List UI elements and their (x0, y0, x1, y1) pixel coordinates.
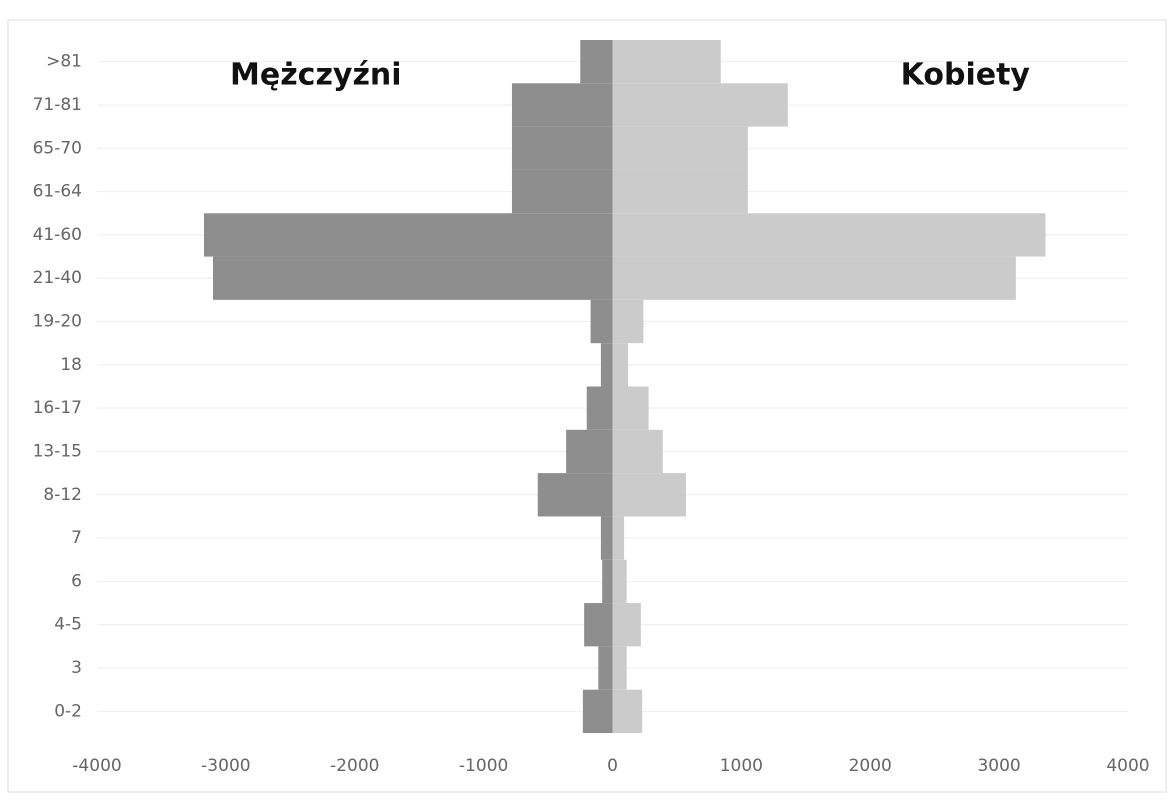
bar (612, 83, 788, 127)
bar (612, 559, 627, 604)
y-tick-label: 6 (71, 571, 82, 591)
bar (566, 429, 613, 474)
x-tick-label: -2000 (330, 756, 379, 776)
bar (612, 256, 1016, 300)
legend-label: Mężczyźni (230, 58, 402, 93)
bar (612, 386, 649, 430)
legend-label: Kobiety (901, 58, 1031, 93)
bar (612, 343, 628, 387)
y-tick-label: 21-40 (33, 268, 82, 288)
bar (612, 603, 641, 647)
y-tick-label: 61-64 (33, 182, 82, 202)
bar (612, 689, 643, 733)
y-tick-label: 13-15 (33, 441, 82, 461)
y-tick-label: 65-70 (33, 138, 82, 158)
y-tick-label: 16-17 (33, 398, 82, 418)
bar (203, 213, 613, 257)
bar (511, 169, 613, 214)
bar (598, 646, 613, 690)
y-tick-label: 41-60 (33, 225, 82, 245)
x-tick-label: 2000 (849, 756, 892, 776)
y-tick-label: 18 (60, 355, 82, 375)
bar (600, 516, 613, 560)
y-tick-label: >81 (46, 52, 82, 72)
bar (612, 126, 748, 170)
bar (511, 83, 613, 127)
bar (612, 169, 748, 214)
bar (612, 516, 625, 560)
bar (212, 256, 613, 300)
x-tick-label: 4000 (1106, 756, 1149, 776)
x-tick-label: 0 (607, 756, 618, 776)
x-tick-label: 3000 (977, 756, 1020, 776)
y-tick-label: 3 (71, 658, 82, 678)
bar (612, 213, 1046, 257)
bar (590, 299, 613, 344)
x-tick-label: -1000 (459, 756, 508, 776)
y-tick-label: 71-81 (33, 95, 82, 115)
x-tick-label: -3000 (201, 756, 250, 776)
bar (580, 40, 613, 84)
bar (602, 559, 613, 604)
x-tick-label: -4000 (72, 756, 121, 776)
y-tick-label: 4-5 (54, 615, 82, 635)
frame (7, 19, 1167, 793)
y-tick-label: 8-12 (43, 485, 82, 505)
bar (600, 343, 613, 387)
bar (612, 646, 627, 690)
bar (537, 473, 613, 517)
y-tick-label: 19-20 (33, 312, 82, 332)
y-tick-label: 7 (71, 528, 82, 548)
bar (586, 386, 613, 430)
bar (582, 689, 613, 733)
bar (612, 299, 644, 344)
bar (511, 126, 613, 170)
bar (612, 40, 721, 84)
x-tick-label: 1000 (720, 756, 763, 776)
y-tick-label: 0-2 (54, 701, 82, 721)
bar (612, 429, 663, 474)
bar (612, 473, 686, 517)
bar (584, 603, 613, 647)
